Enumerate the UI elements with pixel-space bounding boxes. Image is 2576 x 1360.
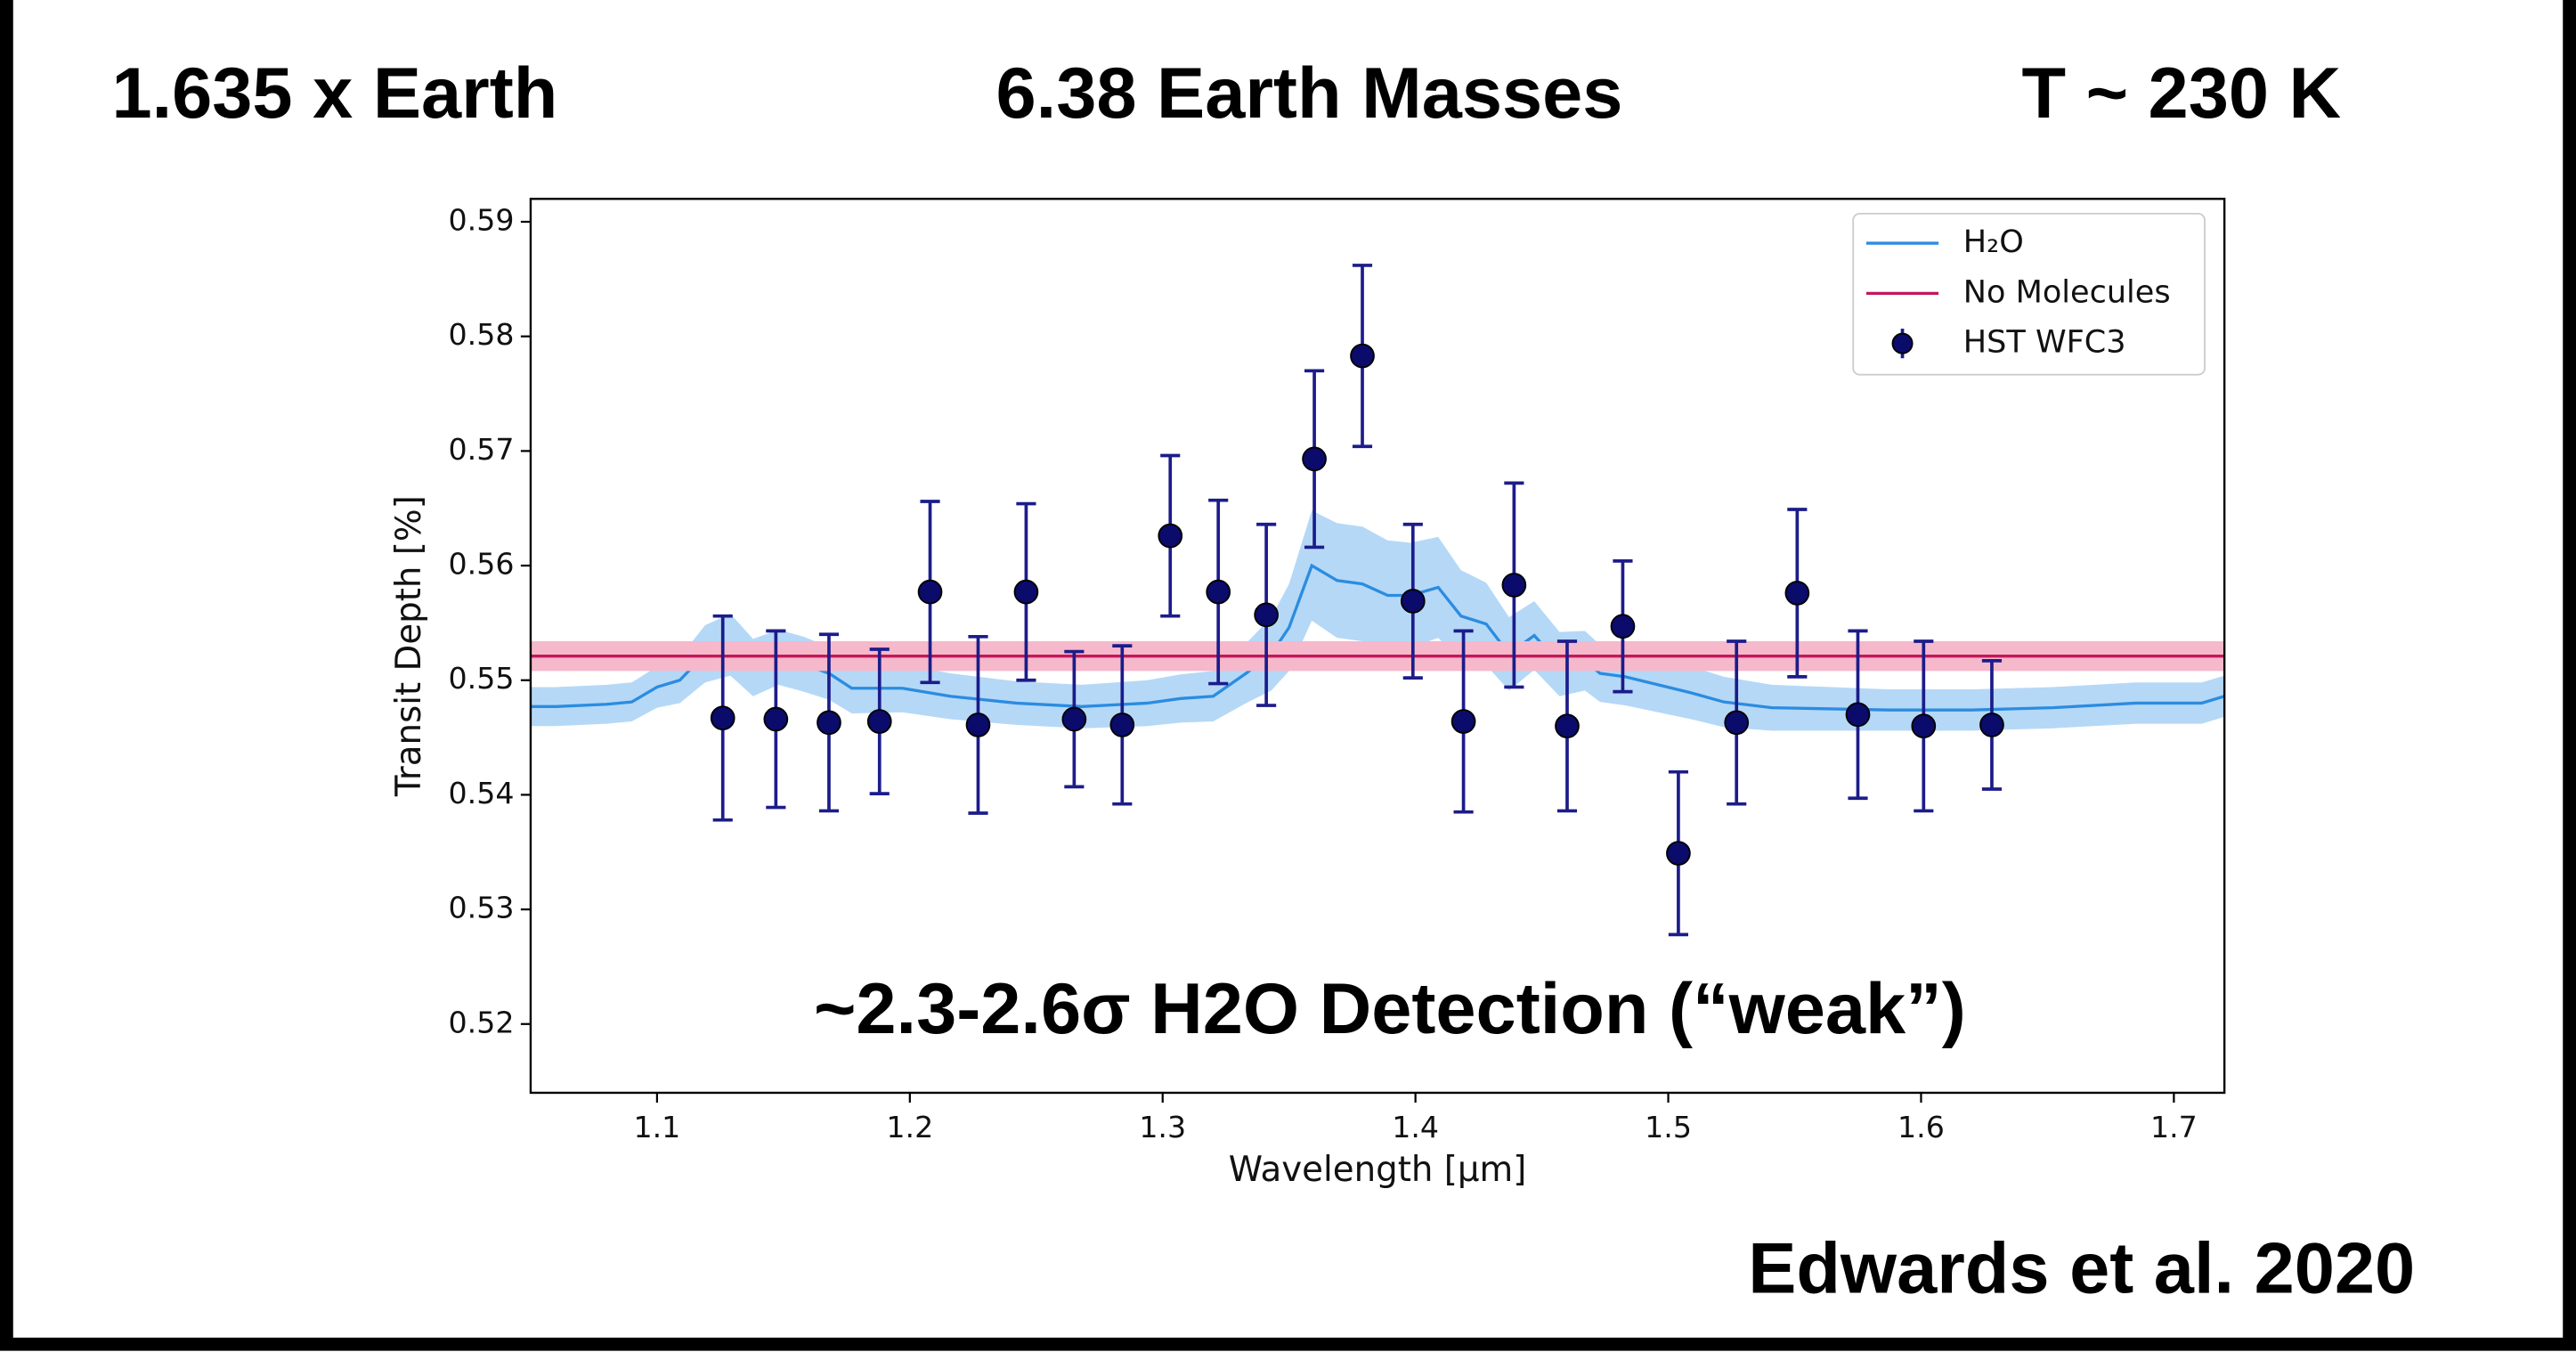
- data-point: [965, 713, 991, 737]
- x-tick-label: 1.4: [1392, 1110, 1439, 1144]
- data-point: [1555, 713, 1580, 739]
- data-point: [1158, 523, 1183, 549]
- data-point: [1911, 713, 1937, 739]
- data-point: [1013, 579, 1039, 605]
- x-tick-label: 1.5: [1645, 1110, 1692, 1144]
- data-point: [1061, 706, 1087, 732]
- data-point: [1979, 713, 2004, 737]
- data-point: [1350, 343, 1375, 369]
- x-axis-label: Wavelength [μm]: [1229, 1150, 1527, 1190]
- legend-label: HST WFC3: [1963, 324, 2126, 361]
- data-point: [1302, 446, 1327, 472]
- legend-label: H₂O: [1963, 224, 2024, 260]
- y-tick-label: 0.57: [449, 432, 515, 467]
- data-point: [1206, 579, 1231, 605]
- data-point: [1109, 713, 1135, 737]
- data-point: [1400, 589, 1426, 614]
- stat-mass: 6.38 Earth Masses: [996, 53, 1623, 134]
- annotation: ~2.3-2.6σ H2O Detection (“weak”): [814, 969, 1966, 1049]
- legend-label: No Molecules: [1963, 273, 2171, 310]
- y-tick-label: 0.55: [449, 661, 515, 696]
- y-tick-label: 0.56: [449, 547, 515, 582]
- legend-box: [1852, 212, 2206, 376]
- data-point: [1666, 841, 1691, 866]
- x-tick-label: 1.7: [2150, 1110, 2198, 1144]
- data-point: [1724, 710, 1750, 736]
- data-point: [1451, 709, 1476, 734]
- data-point: [1784, 581, 1810, 606]
- y-tick-label: 0.53: [449, 891, 515, 925]
- error-band: [530, 510, 2225, 731]
- x-tick-label: 1.3: [1139, 1110, 1186, 1144]
- y-tick-label: 0.54: [449, 776, 515, 810]
- plot-area: [530, 264, 2225, 937]
- x-tick-label: 1.2: [886, 1110, 933, 1144]
- legend-symbol: [1891, 332, 1914, 354]
- axes-frame: [529, 198, 2226, 1095]
- y-tick-label: 0.52: [449, 1005, 515, 1039]
- y-axis-label: Transit Depth [%]: [389, 495, 429, 797]
- data-point: [1254, 602, 1279, 628]
- y-tick-label: 0.58: [449, 317, 515, 352]
- y-tick-label: 0.59: [449, 203, 515, 238]
- stat-radius: 1.635 x Earth: [111, 53, 557, 134]
- data-point: [710, 705, 735, 731]
- stat-temperature: T ~ 230 K: [2021, 53, 2341, 134]
- data-point: [866, 709, 892, 734]
- x-tick-label: 1.1: [633, 1110, 680, 1144]
- x-tick-label: 1.6: [1897, 1110, 1945, 1144]
- data-point: [817, 710, 841, 736]
- citation: Edwards et al. 2020: [1748, 1228, 2415, 1308]
- data-point: [1845, 702, 1871, 728]
- data-point: [917, 579, 943, 605]
- chart: 0.52 0.53 0.54 0.55 0.56 0.57 0.58 0.59 1.1 1.2 1.…: [389, 198, 2226, 1190]
- data-point: [1610, 614, 1636, 639]
- data-point: [1501, 573, 1527, 598]
- data-point: [763, 706, 789, 732]
